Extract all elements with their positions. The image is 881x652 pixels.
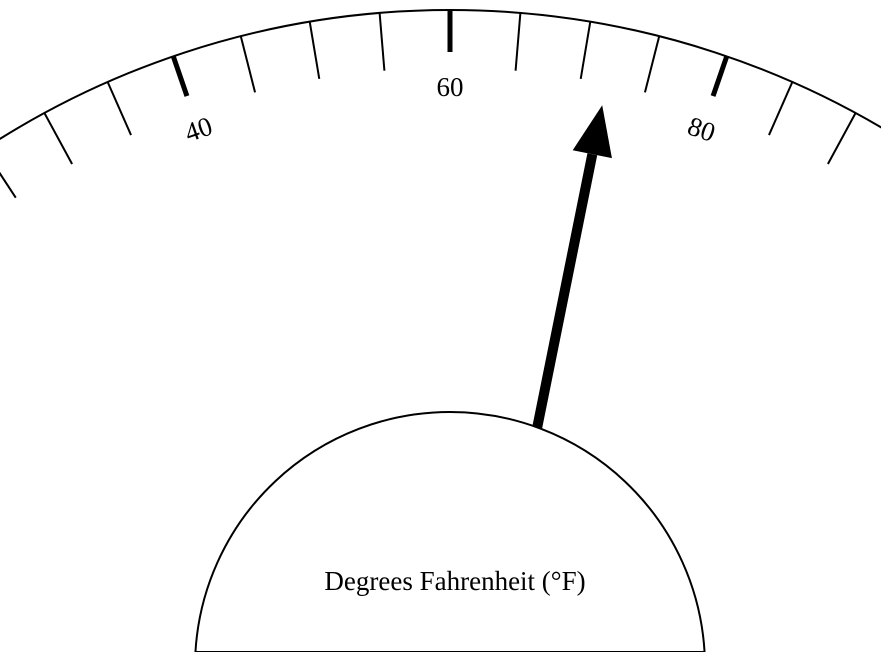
minor-tick — [579, 21, 592, 80]
needle-shaft — [532, 153, 598, 430]
tick-label: 80 — [684, 111, 719, 148]
minor-tick — [0, 171, 17, 199]
dial-outer-arc — [0, 8, 881, 141]
minor-tick — [827, 112, 857, 165]
minor-tick — [106, 81, 132, 136]
tick-label: 60 — [437, 72, 464, 102]
major-tick — [710, 55, 730, 97]
minor-tick — [43, 112, 73, 165]
minor-tick — [768, 81, 794, 136]
dial-ticks — [0, 10, 857, 199]
minor-tick — [239, 35, 257, 93]
minor-tick — [308, 21, 321, 80]
dial-tick-labels: 40 60 80 — [181, 72, 719, 148]
minor-tick — [643, 35, 661, 93]
major-tick — [170, 55, 190, 97]
unit-caption: Degrees Fahrenheit (°F) — [324, 566, 585, 596]
gauge-needle — [532, 105, 612, 430]
dial-hub — [194, 411, 706, 652]
minor-tick — [378, 12, 386, 71]
needle-arrowhead — [572, 105, 612, 159]
minor-tick — [514, 12, 522, 71]
tick-label: 40 — [181, 111, 216, 148]
